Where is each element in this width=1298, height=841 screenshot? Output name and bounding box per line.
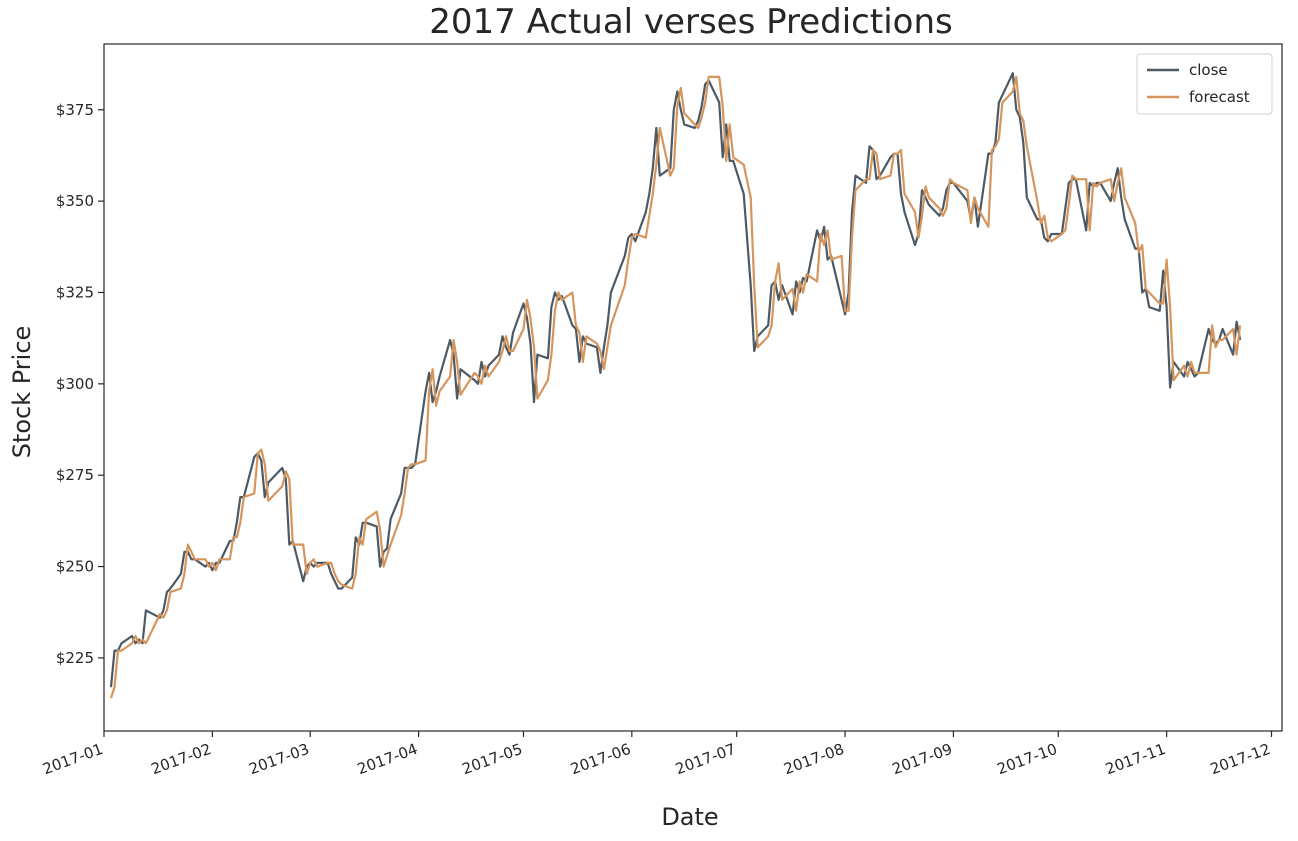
legend-label-close: close [1189,61,1228,79]
x-tick-label: 2017-01 [40,740,105,778]
plot-area [109,72,1242,699]
x-tick-label: 2017-04 [355,740,420,778]
x-tick-label: 2017-08 [781,740,846,778]
legend-label-forecast: forecast [1189,88,1250,106]
y-tick-label: $250 [56,558,94,576]
y-tick-label: $225 [56,649,94,667]
y-axis: $225 $250 $275 $300 $325 $350 $375 [56,101,104,667]
chart-title: 2017 Actual verses Predictions [429,2,953,42]
x-tick-label: 2017-12 [1208,740,1273,778]
x-tick-label: 2017-05 [460,740,525,778]
x-tick-label: 2017-11 [1103,740,1168,778]
x-axis-label: Date [661,803,718,831]
y-tick-label: $275 [56,466,94,484]
x-tick-label: 2017-07 [673,740,738,778]
y-tick-label: $325 [56,283,94,301]
x-tick-label: 2017-02 [149,740,214,778]
x-tick-label: 2017-10 [995,740,1060,778]
x-tick-label: 2017-06 [568,740,633,778]
y-tick-label: $350 [56,192,94,210]
y-axis-label: Stock Price [8,326,36,459]
plot-frame [103,43,1283,732]
series-line-forecast [109,75,1242,699]
y-tick-label: $300 [56,375,94,393]
x-tick-label: 2017-03 [247,740,312,778]
series-line-close [109,72,1242,688]
legend: close forecast [1136,53,1273,115]
x-axis: 2017-01 2017-02 2017-03 2017-04 2017-05 2017-… [40,731,1273,778]
x-tick-label: 2017-09 [890,740,955,778]
y-tick-label: $375 [56,101,94,119]
